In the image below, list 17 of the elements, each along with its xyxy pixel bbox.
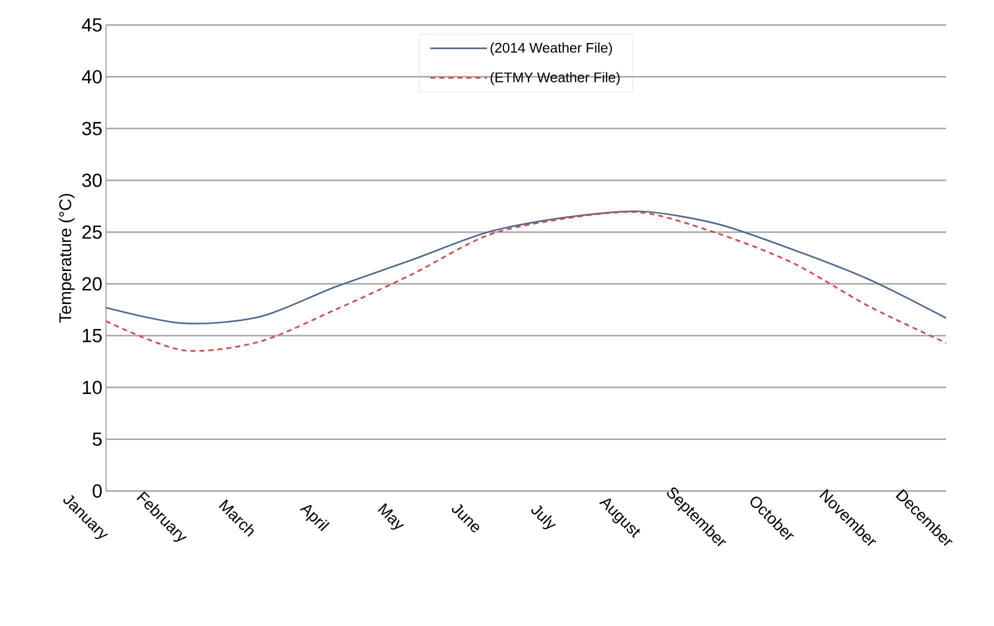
legend-label: (ETMY Weather File): [490, 72, 620, 86]
line-series: [106, 211, 946, 352]
y-tick-label: 10: [82, 380, 102, 394]
y-tick-label: 35: [82, 122, 102, 136]
line-series: [106, 210, 946, 324]
y-tick-label: 5: [92, 432, 102, 446]
y-axis-title: Temperature (°C): [58, 194, 75, 323]
x-tick-label: May: [378, 503, 404, 530]
y-tick-label: 30: [82, 174, 102, 188]
y-tick-label: 20: [82, 277, 102, 291]
y-tick-label: 40: [82, 70, 102, 84]
legend-label: (2014 Weather File): [490, 42, 612, 56]
y-tick-label: 15: [82, 329, 102, 342]
y-tick-label: 45: [82, 18, 102, 32]
y-tick-label: 25: [82, 225, 102, 239]
x-tick-label: July: [531, 505, 556, 530]
x-tick-label: April: [300, 504, 330, 532]
